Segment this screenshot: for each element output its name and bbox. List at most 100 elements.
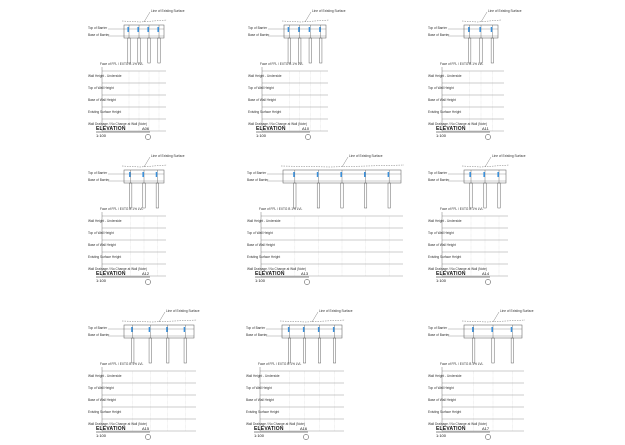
- section-reference-circle: [145, 134, 151, 140]
- surface-leader: [304, 11, 312, 23]
- elevation-scale: 1:100: [436, 433, 447, 438]
- table-row-label: Top of Wall Height: [248, 86, 274, 90]
- table-row-label: Base of Wall Height: [428, 243, 456, 247]
- elevation-panel: Line of Existing Surface Top of Barrier Ba…: [420, 5, 610, 145]
- surface-label: Line of Existing Surface: [319, 309, 353, 313]
- surface-leader: [158, 311, 166, 323]
- table-row-label: Wall Height - Underside: [248, 74, 282, 78]
- pile-post: [490, 37, 494, 64]
- blue-marker: [510, 327, 513, 332]
- top-of-barrier-label: Top of Barrier: [88, 26, 108, 30]
- table-row-label: Existing Surface Height: [428, 110, 462, 114]
- table-row-label: Existing Surface Height: [246, 410, 280, 414]
- pile-post: [288, 337, 291, 364]
- elevation-title: ELEVATION: [255, 271, 285, 277]
- pile-post: [131, 337, 135, 364]
- elevation-reference: A12: [142, 271, 150, 276]
- table-row-label: Wall Height - Underside: [88, 74, 122, 78]
- elevation-drawing: [436, 11, 504, 140]
- table-row-label: Wall Drainage / No Change at Wall (Note): [246, 422, 305, 426]
- existing-surface-line: [279, 319, 346, 323]
- ffl-label: Face of FFL / EXTG B 1% LVL: [440, 362, 484, 366]
- elevation-reference: A17: [482, 426, 490, 431]
- table-row-label: Top of Wall Height: [428, 386, 454, 390]
- existing-surface-line: [461, 164, 510, 168]
- table-row-label: Existing Surface Height: [247, 255, 281, 259]
- blue-marker: [293, 172, 295, 177]
- blue-marker: [166, 327, 168, 332]
- table-row-label: Wall Height - Underside: [428, 219, 462, 223]
- blue-marker: [387, 172, 390, 177]
- ffl-label: Face of FFL / EXTG B 1% LVL: [100, 207, 144, 211]
- pile-post: [483, 182, 487, 209]
- elevation-scale: 1:100: [436, 278, 447, 283]
- blue-marker: [127, 27, 129, 32]
- table-row-label: Base of Wall Height: [246, 398, 274, 402]
- section-reference-circle: [145, 434, 151, 440]
- elevation-reference: A10: [302, 126, 310, 131]
- base-of-barrier-label: Base of Barrier: [88, 178, 110, 182]
- base-of-barrier-label: Base of Barrier: [428, 333, 450, 337]
- top-of-barrier-label: Top of Barrier: [428, 326, 448, 330]
- pile-post: [472, 337, 476, 364]
- section-reference-circle: [485, 134, 491, 140]
- blue-marker: [155, 172, 158, 177]
- ffl-label: Face of FFL / EXTG B 1% LVL: [440, 207, 484, 211]
- elevation-scale: 1:100: [96, 433, 107, 438]
- section-reference-circle: [304, 279, 310, 285]
- blue-marker: [129, 172, 131, 177]
- table-row-label: Wall Height - Underside: [88, 219, 122, 223]
- table-row-label: Wall Height - Underside: [428, 74, 462, 78]
- blue-marker: [298, 27, 300, 32]
- table-row-label: Top of Wall Height: [247, 231, 273, 235]
- elevation-panel: Line of Existing Surface Top of Barrier Ba…: [80, 150, 270, 290]
- ffl-label: Face of FFL / EXTG B 1% LVL: [259, 207, 303, 211]
- ffl-label: Face of FFL / EXTG B 1% LVL: [258, 362, 302, 366]
- blue-marker: [472, 327, 474, 332]
- table-row-label: Existing Surface Height: [428, 255, 462, 259]
- surface-label: Line of Existing Surface: [349, 154, 383, 158]
- pile-post: [142, 182, 146, 209]
- elevation-title: ELEVATION: [96, 271, 126, 277]
- ffl-label: Face of FFL / EXTG B 1% LVL: [260, 62, 304, 66]
- elevation-drawing: [254, 311, 346, 440]
- base-of-barrier-label: Base of Barrier: [246, 333, 268, 337]
- top-of-barrier-label: Top of Barrier: [247, 171, 267, 175]
- pile-post: [183, 337, 187, 364]
- surface-leader: [143, 11, 151, 23]
- surface-label: Line of Existing Surface: [151, 154, 185, 158]
- base-of-barrier-label: Base of Barrier: [247, 178, 269, 182]
- blue-marker: [287, 327, 290, 332]
- blue-marker: [287, 27, 290, 32]
- pile-post: [469, 182, 473, 209]
- surface-leader: [480, 11, 488, 23]
- blue-marker: [497, 172, 499, 177]
- existing-surface-line: [280, 164, 405, 168]
- elevation-title: ELEVATION: [436, 271, 466, 277]
- elevation-panel: Line of Existing Surface Top of Barrier Ba…: [238, 305, 428, 445]
- pile-post: [287, 37, 291, 64]
- existing-surface-line: [281, 19, 330, 23]
- elevation-panel: Line of Existing Surface Top of Barrier Ba…: [238, 150, 428, 290]
- pile-post: [340, 182, 344, 209]
- table-row-label: Wall Height - Underside: [428, 374, 462, 378]
- surface-leader: [484, 156, 492, 168]
- pile-post: [303, 337, 306, 364]
- section-reference-circle: [485, 279, 491, 285]
- pile-post: [318, 337, 321, 364]
- elevation-reference: A14: [482, 271, 490, 276]
- pile-post: [148, 337, 152, 364]
- existing-surface-line: [121, 319, 198, 323]
- table-row-label: Wall Drainage / No Change at Wall (Note): [428, 422, 487, 426]
- surface-leader: [311, 311, 319, 323]
- pile-post: [316, 182, 320, 209]
- elevation-panel: Line of Existing Surface Top of Barrier Ba…: [80, 305, 270, 445]
- top-of-barrier-label: Top of Barrier: [88, 171, 108, 175]
- ffl-label: Face of FFL / EXTG B 1% LVL: [100, 62, 144, 66]
- existing-surface-line: [461, 19, 502, 23]
- pile-post: [479, 37, 483, 64]
- blue-marker: [157, 27, 159, 32]
- blue-marker: [468, 27, 470, 32]
- pile-post: [157, 37, 161, 64]
